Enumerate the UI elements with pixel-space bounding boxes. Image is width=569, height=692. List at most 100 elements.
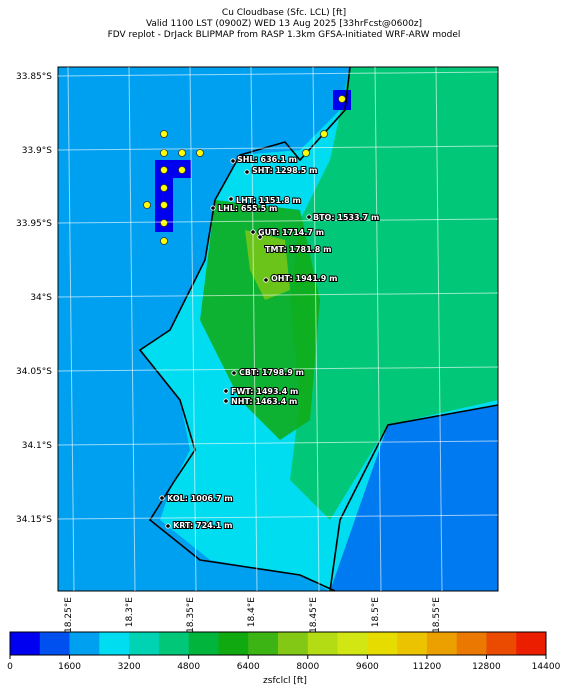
station: [250, 229, 256, 235]
lon-label: 18.55°E: [432, 597, 442, 633]
marker: [160, 184, 168, 192]
marker: [160, 201, 168, 209]
lon-label: 18.45°E: [309, 597, 319, 633]
station: [230, 158, 236, 164]
station-label: OHT: 1941.9 m: [271, 274, 338, 283]
coastline: [138, 66, 499, 592]
colorbar-label: zsfclcl [ft]: [263, 676, 307, 686]
lat-label: 34.05°S: [16, 367, 52, 377]
station: [159, 495, 165, 501]
colorbar-swatch: [158, 632, 189, 655]
grid-line: [67, 66, 75, 592]
station: [263, 277, 269, 283]
marker: [178, 166, 186, 174]
lat-label: 33.95°S: [16, 219, 52, 229]
grid-line: [250, 66, 258, 592]
bay: [330, 405, 498, 591]
colorbar-frame: [9, 631, 547, 656]
station-label: SHL: 636.1 m: [237, 155, 297, 164]
colorbar-swatch: [426, 632, 457, 655]
grid-line: [57, 514, 499, 520]
grid-line: [128, 66, 136, 592]
station: [210, 205, 216, 211]
grid-line: [189, 66, 197, 592]
colorbar-tick-label: 4800: [177, 662, 200, 672]
high-ground: [245, 230, 290, 300]
marker: [143, 201, 151, 209]
grid-line: [57, 145, 499, 151]
lat-label: 33.85°S: [16, 72, 52, 82]
colorbar-tick-label: 12800: [472, 662, 501, 672]
map: [57, 66, 499, 592]
colorbar-tick-label: 1600: [58, 662, 81, 672]
station: [223, 398, 229, 404]
lat-label: 34.1°S: [22, 441, 53, 451]
marker: [302, 149, 310, 157]
colorbar-tick-label: 11200: [413, 662, 442, 672]
colorbar-swatch: [69, 632, 100, 655]
grid-line: [57, 218, 499, 224]
colorbar-swatch: [129, 632, 160, 655]
colorbar-swatch: [188, 632, 219, 655]
marker: [160, 237, 168, 245]
station: [257, 234, 263, 240]
colorbar-tick-label: 0: [7, 662, 13, 672]
lon-label: 18.3°E: [125, 597, 135, 628]
marker: [160, 149, 168, 157]
marker: [196, 149, 204, 157]
station-label: LHT: 1151.8 m: [236, 196, 301, 205]
station: [223, 388, 229, 394]
grid-line: [435, 66, 443, 592]
title-line: FDV replot - DrJack BLIPMAP from RASP 1.…: [108, 30, 461, 40]
colorbar-swatch: [456, 632, 487, 655]
colorbar-tick-label: 6400: [237, 662, 260, 672]
colorbar-swatch: [307, 632, 338, 655]
marker: [160, 166, 168, 174]
colorbar-swatch: [278, 632, 309, 655]
colorbar-swatch: [397, 632, 428, 655]
marker: [178, 149, 186, 157]
station: [165, 523, 171, 529]
colorbar-swatch: [337, 632, 368, 655]
lon-label: 18.4°E: [247, 597, 257, 628]
marker: [338, 95, 346, 103]
grid-line: [374, 66, 382, 592]
station-label: TMT: 1781.8 m: [265, 245, 331, 254]
station-label: KRT: 724.1 m: [173, 521, 232, 530]
colorbar-swatch: [99, 632, 130, 655]
station: [228, 196, 234, 202]
marker: [320, 130, 328, 138]
lat-label: 34°S: [30, 293, 52, 303]
colorbar-swatch: [367, 632, 398, 655]
colorbar-tick-label: 9600: [356, 662, 379, 672]
station: [231, 370, 237, 376]
station-label: SHT: 1298.5 m: [252, 166, 317, 175]
title-line: Valid 1100 LST (0900Z) WED 13 Aug 2025 […: [146, 19, 422, 29]
colorbar-swatch: [39, 632, 70, 655]
station: [244, 169, 250, 175]
station-label: KOL: 1006.7 m: [167, 494, 233, 503]
grid-line: [57, 440, 499, 446]
station-label: LHL: 655.5 m: [218, 204, 277, 213]
frame: [57, 66, 499, 592]
colorbar-swatch: [10, 632, 41, 655]
grid-line: [312, 66, 320, 592]
lon-label: 18.25°E: [64, 597, 74, 633]
colorbar-swatch: [248, 632, 279, 655]
colorbar-swatch: [218, 632, 249, 655]
station-label: FWT: 1493.4 m: [231, 387, 298, 396]
station: [306, 214, 312, 220]
lon-label: 18.5°E: [371, 597, 381, 628]
marker: [160, 130, 168, 138]
station-label: GUT: 1714.7 m: [258, 228, 324, 237]
lon-label: 18.35°E: [186, 597, 196, 633]
colorbar-swatch: [516, 632, 547, 655]
station-label: NHT: 1463.4 m: [231, 397, 297, 406]
colorbar-swatch: [486, 632, 517, 655]
colorbar-tick-label: 8000: [296, 662, 319, 672]
colorbar-tick-label: 3200: [118, 662, 141, 672]
marker: [160, 219, 168, 227]
grid-line: [57, 71, 499, 77]
land-green: [200, 200, 320, 440]
